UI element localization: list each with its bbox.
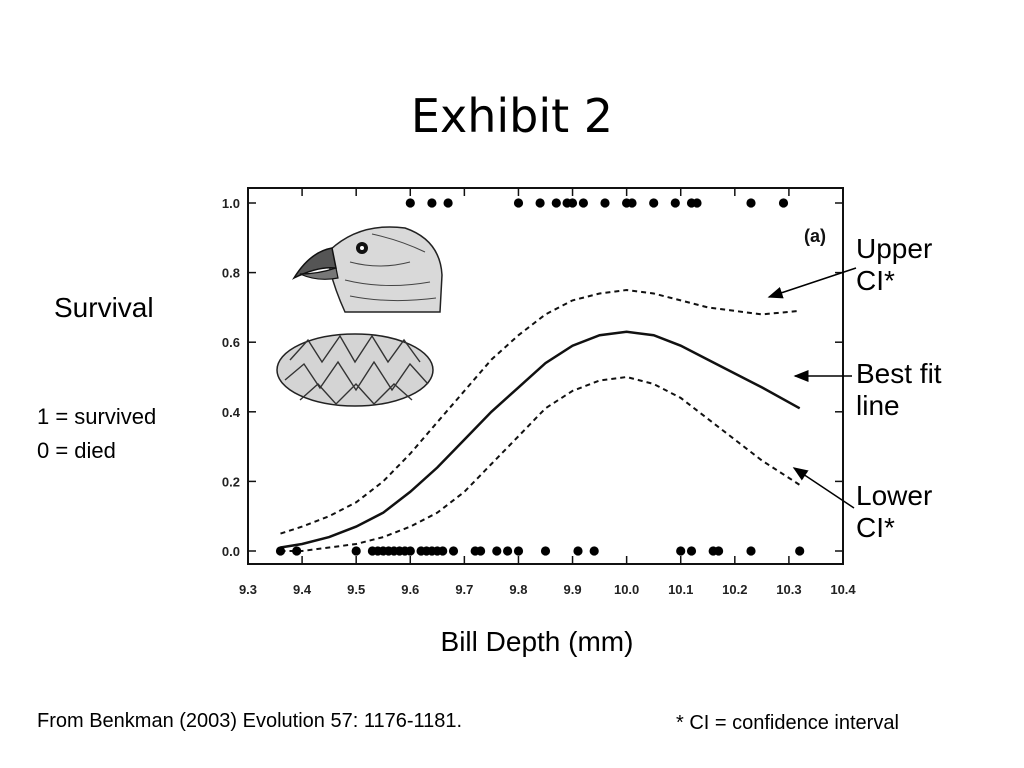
- died-point: [513, 546, 524, 556]
- ci-curve: [280, 288, 800, 535]
- panel-label: (a): [804, 226, 826, 246]
- died-point: [714, 546, 724, 556]
- died-point: [676, 546, 686, 556]
- survived-point: [649, 198, 659, 208]
- survived-point: [692, 198, 702, 208]
- x-axis-label: Bill Depth (mm): [440, 626, 634, 657]
- upper-ci-label: Upper CI*: [856, 233, 933, 296]
- x-tick-label: 10.0: [614, 582, 639, 597]
- y-tick-label: 0.0: [222, 544, 240, 559]
- survived-point: [551, 198, 561, 208]
- y-tick-label: 0.8: [222, 266, 240, 281]
- died-point: [275, 546, 286, 556]
- coding-survived: 1 = survived: [37, 404, 157, 429]
- lower-ci-arrow: [792, 467, 855, 509]
- x-tick-label: 10.2: [722, 582, 747, 597]
- survived-point: [627, 198, 637, 208]
- survived-point: [443, 198, 453, 208]
- survived-point: [513, 198, 524, 208]
- died-point: [503, 546, 513, 556]
- died-point: [476, 546, 486, 556]
- died-point: [405, 546, 415, 556]
- survived-point: [670, 198, 680, 208]
- x-tick-label: 9.8: [509, 582, 527, 597]
- died-point: [448, 546, 459, 556]
- slide-title: Exhibit 2: [410, 89, 614, 143]
- x-tick-label: 9.4: [293, 582, 312, 597]
- died-point: [292, 546, 302, 556]
- died-point: [540, 546, 551, 556]
- died-point: [746, 546, 756, 556]
- upper-ci-arrow: [767, 267, 857, 299]
- survived-point: [746, 198, 756, 208]
- survived-point: [567, 198, 578, 208]
- survival-label: Survival: [54, 292, 154, 323]
- bird-head-icon: [291, 226, 443, 313]
- survived-point: [535, 198, 545, 208]
- died-point: [686, 546, 697, 556]
- died-point: [795, 546, 805, 556]
- x-tick-label: 9.5: [347, 582, 365, 597]
- x-tick-label: 10.1: [668, 582, 693, 597]
- x-tick-label: 9.6: [401, 582, 419, 597]
- x-tick-label: 9.3: [239, 582, 257, 597]
- died-point: [492, 546, 502, 556]
- best-fit-label: Best fit line: [856, 358, 942, 421]
- died-point: [589, 546, 599, 556]
- x-tick-label: 10.3: [776, 582, 801, 597]
- y-tick-label: 1.0: [222, 196, 240, 211]
- died-point: [438, 546, 448, 556]
- died-point: [573, 546, 583, 556]
- y-tick-label: 0.6: [222, 335, 240, 350]
- survived-point: [427, 198, 437, 208]
- survived-point: [405, 198, 415, 208]
- y-tick-label: 0.2: [222, 474, 240, 489]
- survived-point: [778, 198, 789, 208]
- x-tick-label: 9.7: [455, 582, 473, 597]
- survived-point: [578, 198, 589, 208]
- survived-point: [600, 198, 610, 208]
- ci-footnote: * CI = confidence interval: [676, 712, 899, 734]
- x-tick-label: 10.4: [830, 582, 856, 597]
- ci-curve: [280, 375, 801, 552]
- lower-ci-label: Lower CI*: [856, 480, 933, 543]
- x-tick-label: 9.9: [564, 582, 582, 597]
- best-fit-curve: [280, 330, 801, 549]
- source-citation: From Benkman (2003) Evolution 57: 1176-1…: [37, 710, 463, 732]
- coding-died: 0 = died: [37, 438, 116, 463]
- pine-cone-icon: [276, 333, 434, 407]
- died-point: [351, 546, 361, 556]
- y-tick-label: 0.4: [222, 405, 241, 420]
